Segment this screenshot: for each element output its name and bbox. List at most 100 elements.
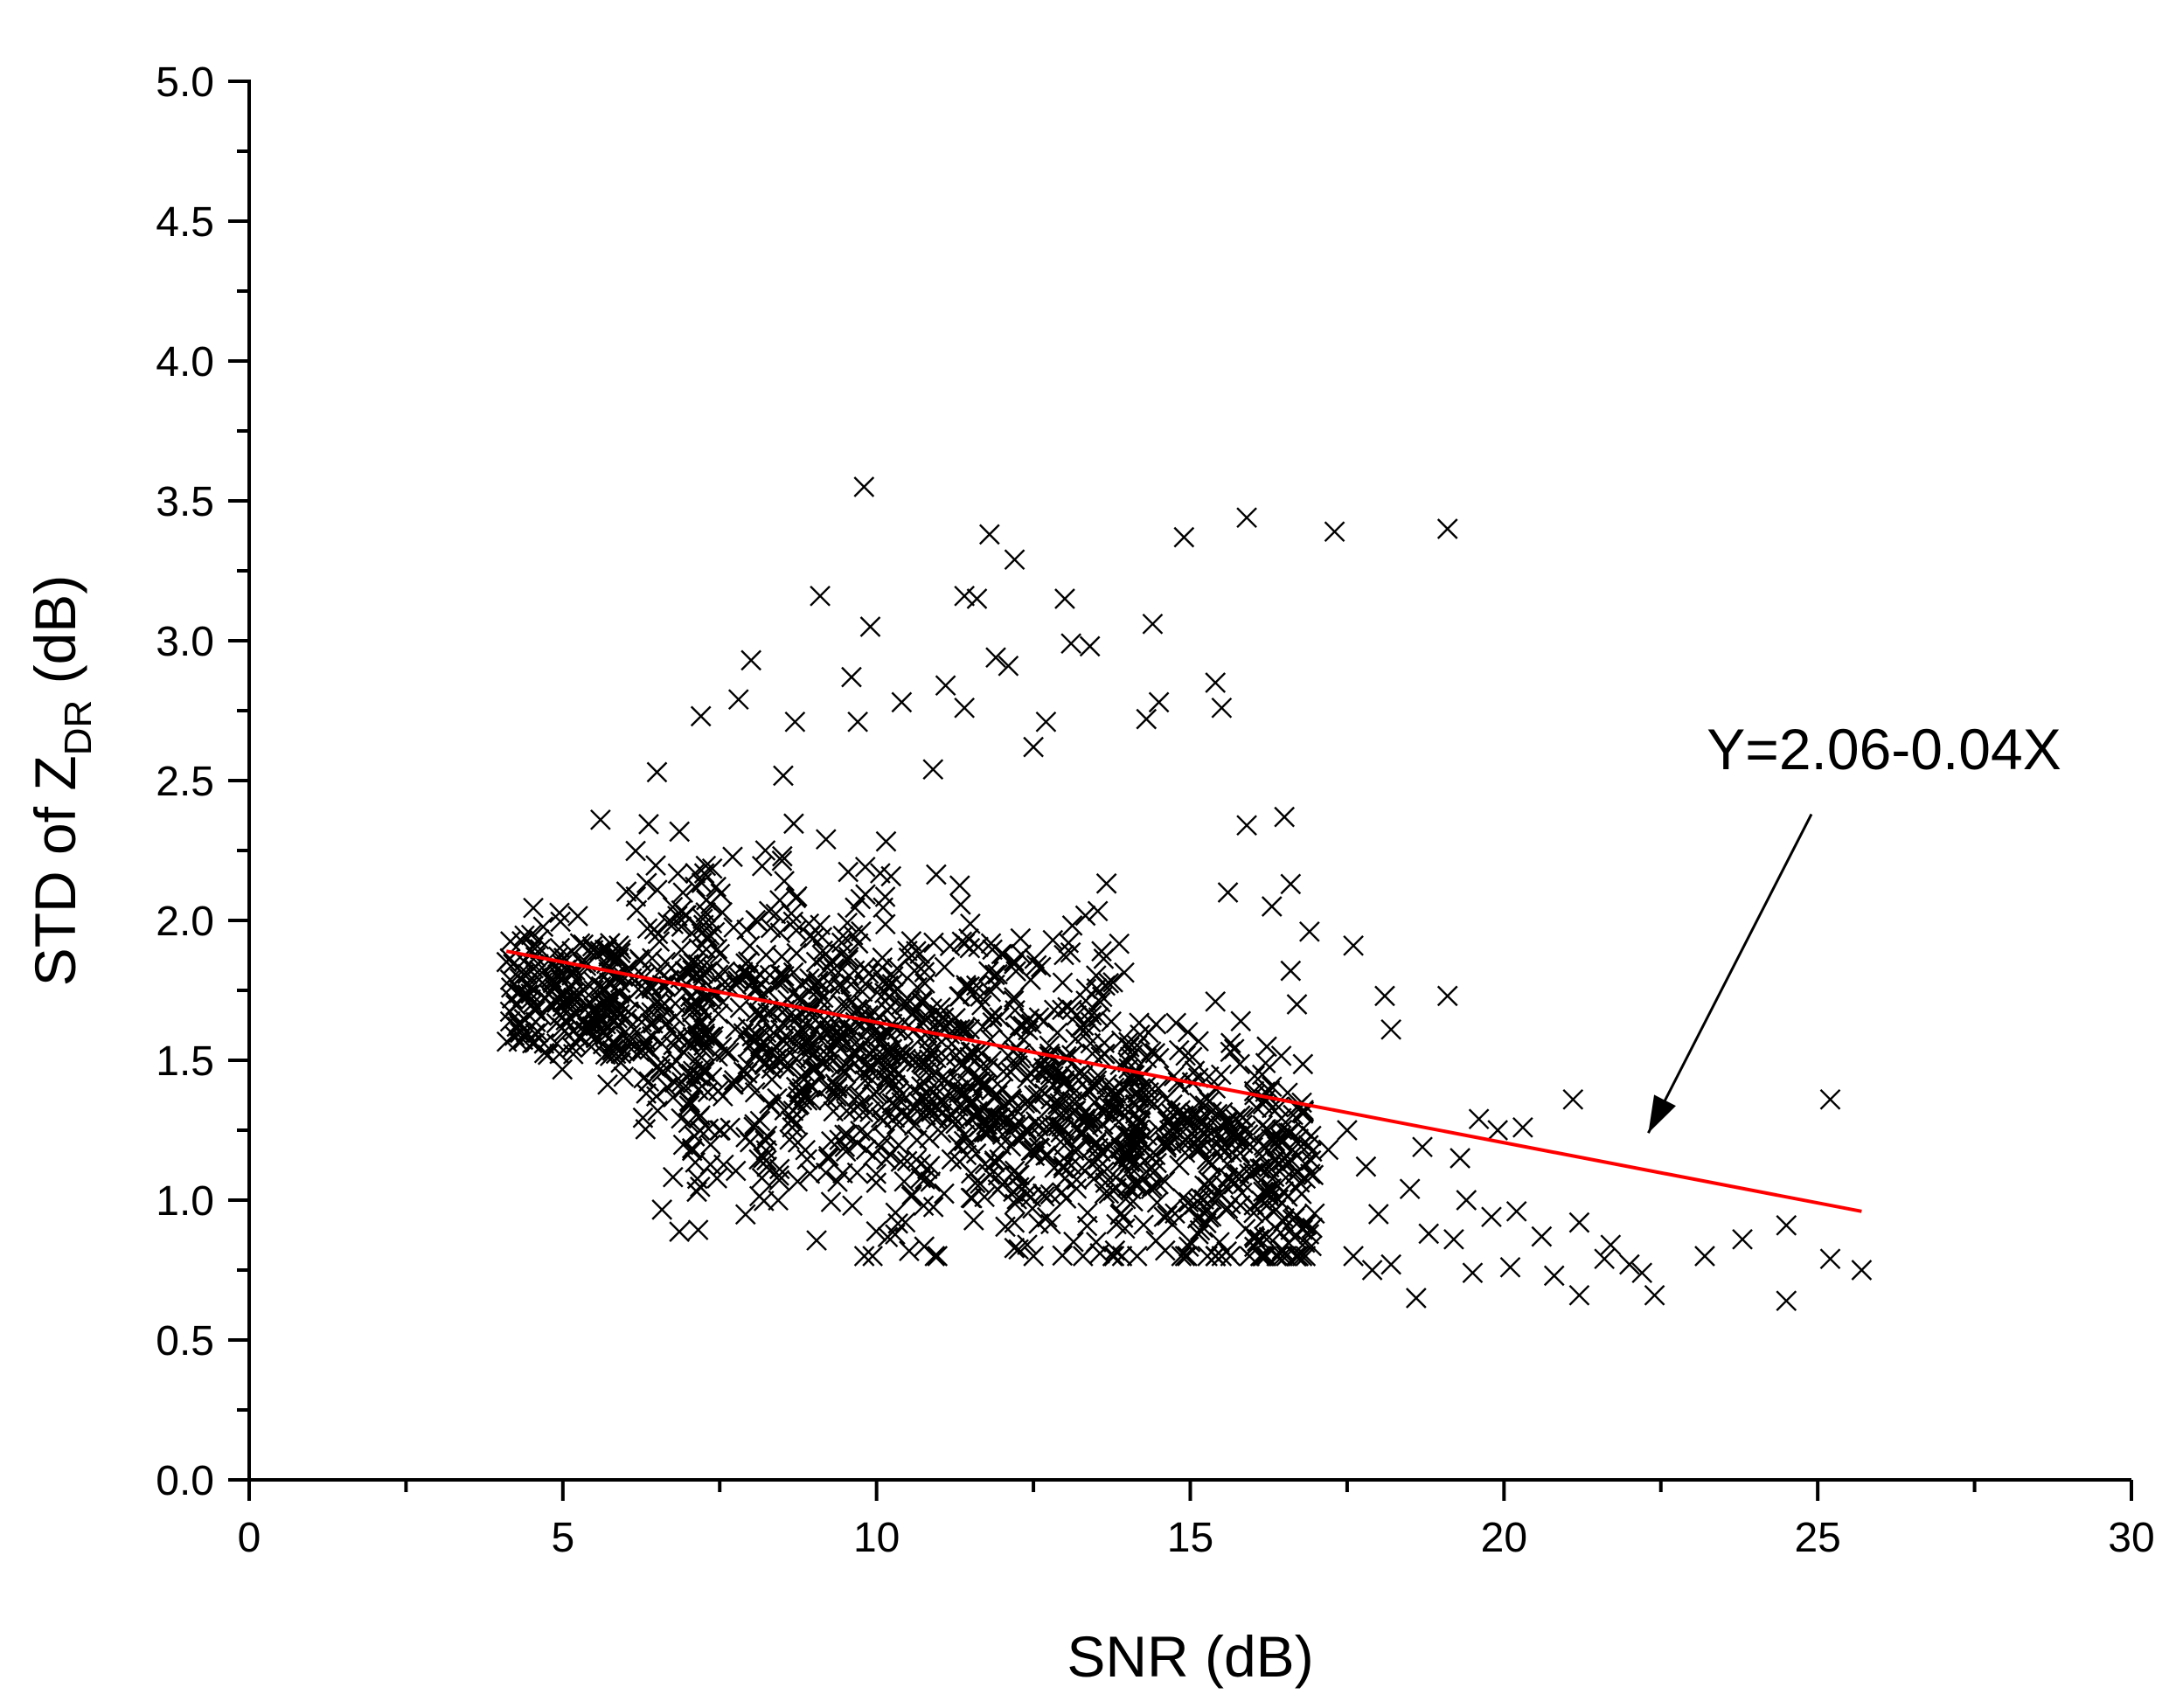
data-point xyxy=(1103,1077,1125,1099)
data-point xyxy=(579,991,601,1013)
data-point-stroke xyxy=(854,856,876,878)
data-point-stroke xyxy=(520,982,542,1004)
data-point xyxy=(796,1033,817,1055)
data-point xyxy=(881,1093,903,1114)
data-point-stroke xyxy=(1113,1144,1134,1166)
data-point-stroke xyxy=(1258,1183,1279,1205)
x-tick-label: 15 xyxy=(1167,1515,1213,1561)
data-point xyxy=(859,1060,881,1081)
data-point xyxy=(1230,1010,1252,1032)
data-point xyxy=(1052,972,1074,994)
data-point xyxy=(678,1095,700,1116)
data-point-stroke xyxy=(1017,1121,1039,1143)
data-point-stroke xyxy=(775,969,796,991)
data-point-stroke xyxy=(692,914,714,936)
data-point-stroke xyxy=(1265,1199,1287,1220)
data-point xyxy=(1253,1181,1274,1203)
data-point xyxy=(1036,1206,1058,1228)
data-point xyxy=(662,896,684,918)
data-point-stroke xyxy=(672,882,694,904)
data-point xyxy=(954,1124,976,1146)
data-point-stroke xyxy=(941,1149,963,1170)
data-point xyxy=(959,1133,981,1155)
data-point-stroke xyxy=(725,1018,746,1040)
data-point-stroke xyxy=(809,1013,831,1035)
data-point-stroke xyxy=(891,1092,912,1113)
data-point xyxy=(789,1024,810,1045)
data-point-stroke xyxy=(1184,1060,1206,1081)
data-point-stroke xyxy=(981,1050,1003,1072)
data-point-stroke xyxy=(1089,991,1111,1013)
data-point xyxy=(1039,1064,1061,1086)
data-point-stroke xyxy=(1051,1116,1073,1137)
data-point-stroke xyxy=(644,994,666,1016)
data-point-stroke xyxy=(934,1183,955,1205)
data-point xyxy=(917,1007,938,1029)
data-point xyxy=(1249,1158,1270,1180)
data-point xyxy=(1113,1144,1134,1166)
data-point xyxy=(1042,929,1064,951)
data-point-stroke xyxy=(893,1170,915,1192)
data-point xyxy=(1035,1062,1057,1084)
data-point-stroke xyxy=(1219,1111,1240,1132)
data-point-stroke xyxy=(509,1022,531,1044)
data-point-stroke xyxy=(768,1190,789,1212)
data-point xyxy=(629,948,650,970)
data-point-stroke xyxy=(608,1003,630,1025)
data-point-stroke xyxy=(1154,1130,1176,1152)
data-point xyxy=(671,1107,692,1129)
data-point-stroke xyxy=(1053,1135,1075,1156)
data-point xyxy=(608,1003,630,1025)
data-point xyxy=(991,1173,1013,1195)
data-point-stroke xyxy=(894,1212,916,1233)
data-point xyxy=(573,934,594,955)
data-point xyxy=(911,1052,932,1073)
data-point-stroke xyxy=(1087,900,1109,922)
data-point xyxy=(922,1197,944,1218)
data-point-stroke xyxy=(598,946,619,968)
data-point-stroke xyxy=(808,970,829,992)
data-point xyxy=(833,1061,854,1083)
data-point-stroke xyxy=(1077,1116,1099,1138)
data-point-stroke xyxy=(661,1055,683,1077)
data-point-stroke xyxy=(770,1019,791,1041)
data-point-stroke xyxy=(700,893,721,914)
data-point-stroke xyxy=(1279,1121,1301,1143)
data-point xyxy=(923,932,944,954)
data-point-stroke xyxy=(945,1007,966,1029)
data-point-stroke xyxy=(1061,999,1082,1021)
data-point xyxy=(638,814,659,835)
data-point xyxy=(1196,1149,1218,1170)
data-point-stroke xyxy=(1003,1181,1024,1203)
data-point xyxy=(1164,1203,1185,1225)
data-point xyxy=(770,1019,791,1041)
data-point-stroke xyxy=(796,1149,818,1170)
data-point-stroke xyxy=(1113,1078,1135,1099)
data-point-stroke xyxy=(1029,1062,1050,1084)
data-point xyxy=(1008,1239,1029,1260)
data-point-stroke xyxy=(1163,1066,1185,1087)
data-point xyxy=(1244,1227,1266,1249)
data-point-stroke xyxy=(1066,1169,1088,1191)
data-point-stroke xyxy=(965,1142,987,1164)
data-point xyxy=(920,1171,942,1192)
data-point xyxy=(729,997,751,1018)
data-point-stroke xyxy=(778,1058,799,1080)
data-point-stroke xyxy=(939,935,961,957)
data-point-stroke xyxy=(835,1141,857,1163)
data-point-stroke xyxy=(1090,1141,1111,1163)
data-point xyxy=(1080,1032,1102,1054)
data-point xyxy=(904,960,925,982)
data-point-stroke xyxy=(1209,1232,1230,1253)
data-point xyxy=(799,968,820,989)
data-point xyxy=(689,1013,711,1035)
data-point xyxy=(926,864,947,885)
data-point-stroke xyxy=(677,962,698,983)
data-point-stroke xyxy=(552,954,573,976)
data-point-stroke xyxy=(1216,1154,1238,1175)
data-point xyxy=(1103,1246,1125,1267)
data-point-stroke xyxy=(826,1078,848,1099)
data-point xyxy=(1050,1121,1072,1143)
data-point-stroke xyxy=(815,1162,837,1184)
data-point-stroke xyxy=(641,978,663,999)
